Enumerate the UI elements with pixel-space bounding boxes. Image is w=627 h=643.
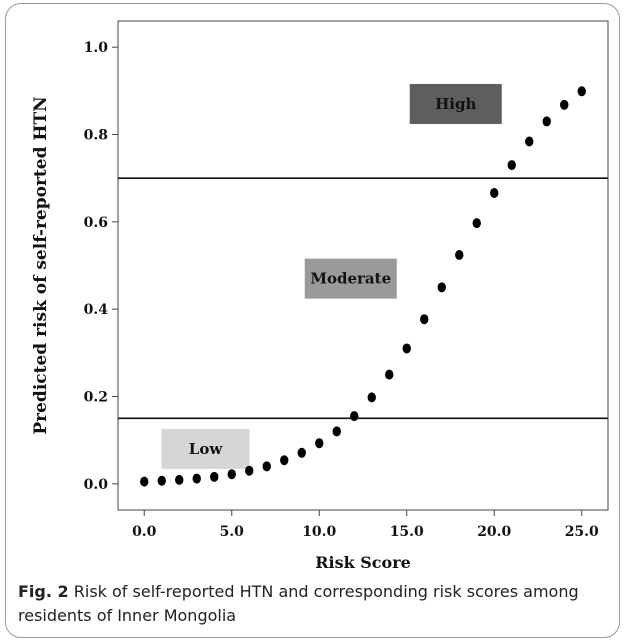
data-point: [490, 188, 499, 199]
data-point: [350, 411, 359, 422]
plot-area: [117, 20, 609, 511]
data-point: [507, 160, 516, 171]
x-tick-label: 0.0: [132, 524, 157, 540]
data-point: [280, 455, 289, 466]
region-low: Low: [161, 428, 250, 469]
risk-chart: Low Moderate High 0.0 5.0 10.0 15.0 20.0 25.0 0…: [31, 20, 609, 572]
data-point: [227, 469, 236, 480]
data-point: [542, 116, 551, 127]
data-point: [455, 250, 464, 261]
figure-frame: [5, 3, 620, 638]
region-high: High: [409, 83, 502, 124]
y-axis-label: Predicted risk of self-reported HTN: [31, 96, 51, 434]
data-point: [332, 426, 341, 437]
x-axis: 0.0 5.0 10.0 15.0 20.0 25.0: [132, 510, 599, 540]
x-tick-label: 5.0: [220, 524, 245, 540]
region-box: [409, 83, 502, 124]
x-tick-label: 10.0: [302, 524, 336, 540]
y-tick-label: 1.0: [84, 40, 109, 56]
data-point: [367, 392, 376, 403]
y-tick-label: 0.8: [84, 128, 108, 144]
figure-number: Fig. 2: [18, 582, 69, 601]
region-label: High: [435, 95, 476, 113]
figure-caption: Fig. 2 Risk of self-reported HTN and cor…: [18, 580, 608, 628]
data-point: [210, 471, 219, 482]
data-point: [262, 461, 271, 472]
x-tick-label: 25.0: [565, 524, 599, 540]
data-point: [560, 99, 569, 110]
data-point: [420, 314, 429, 325]
y-axis: 0.0 0.2 0.4 0.6 0.8 1.0: [84, 40, 118, 493]
data-point: [525, 136, 534, 147]
threshold-lines: [118, 177, 608, 420]
x-tick-label: 20.0: [477, 524, 511, 540]
region-moderate: Moderate: [304, 258, 397, 299]
data-point: [437, 282, 446, 293]
data-point: [472, 218, 481, 229]
region-label: Moderate: [310, 270, 391, 288]
figure-caption-text: Risk of self-reported HTN and correspond…: [18, 582, 579, 625]
data-point: [577, 86, 586, 97]
y-tick-label: 0.6: [84, 215, 108, 231]
data-point: [245, 465, 254, 476]
y-tick-label: 0.0: [84, 477, 109, 493]
data-point: [140, 476, 149, 487]
x-tick-label: 15.0: [390, 524, 424, 540]
data-points: [140, 86, 586, 487]
region-box: [161, 428, 250, 469]
data-point: [297, 447, 306, 458]
data-point: [385, 369, 394, 380]
x-axis-label: Risk Score: [315, 553, 411, 572]
data-point: [192, 473, 201, 484]
data-point: [402, 343, 411, 354]
region-label: Low: [189, 440, 224, 458]
y-tick-label: 0.2: [84, 389, 108, 405]
data-point: [315, 438, 324, 449]
data-point: [157, 475, 166, 486]
region-box: [304, 258, 397, 299]
data-point: [175, 474, 184, 485]
y-tick-label: 0.4: [84, 302, 109, 318]
risk-region-labels: Low Moderate High: [161, 83, 502, 469]
